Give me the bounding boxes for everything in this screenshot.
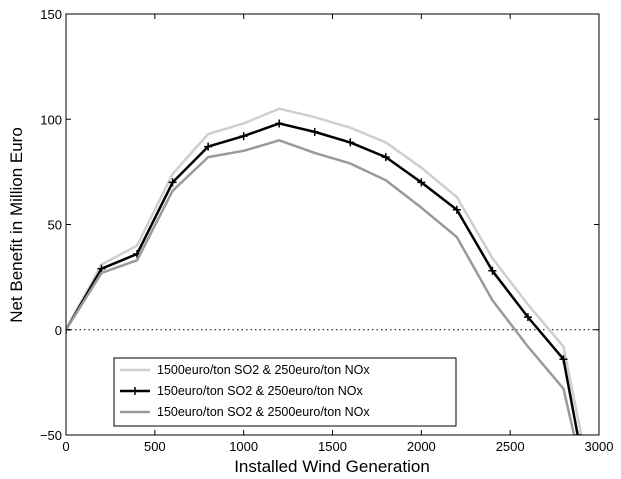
y-tick-label: −50 <box>40 428 62 443</box>
legend-label-series-2: 150euro/ton SO2 & 250euro/ton NOx <box>157 384 363 398</box>
series-2-point <box>381 153 390 162</box>
x-tick-label: 0 <box>62 439 69 454</box>
x-tick-label: 2500 <box>496 439 525 454</box>
legend-label-series-1: 1500euro/ton SO2 & 250euro/ton NOx <box>157 363 370 377</box>
series-2-point <box>346 138 355 147</box>
x-tick-label: 1500 <box>318 439 347 454</box>
legend-marker-series-2 <box>131 387 139 395</box>
series-2-point <box>97 264 106 273</box>
series-2-point <box>523 313 532 322</box>
series-layer <box>66 107 583 435</box>
legend-box <box>113 357 457 427</box>
series-2-point <box>417 178 426 187</box>
series-2-point <box>168 178 177 187</box>
legend-label-series-3: 150euro/ton SO2 & 2500euro/ton NOx <box>157 405 370 419</box>
x-tick-label: 1000 <box>229 439 258 454</box>
y-tick-label: 50 <box>48 218 62 233</box>
x-tick-label: 2000 <box>407 439 436 454</box>
legend: 1500euro/ton SO2 & 250euro/ton NOx 150eu… <box>113 357 457 427</box>
series-line-1 <box>66 107 583 435</box>
series-2-point <box>559 355 568 364</box>
series-2-point <box>310 127 319 136</box>
series-line-3 <box>66 139 576 435</box>
series-2-point <box>204 142 213 151</box>
series-2-point <box>239 132 248 141</box>
y-tick-label: 100 <box>40 112 62 127</box>
x-tick-label: 3000 <box>585 439 614 454</box>
x-tick-label: 500 <box>144 439 166 454</box>
series-2-point <box>488 266 497 275</box>
x-axis-title: Installed Wind Generation <box>234 457 430 476</box>
y-tick-label: 150 <box>40 7 62 22</box>
y-axis-title: Net Benefit in Million Euro <box>7 127 26 323</box>
series-2-point <box>452 205 461 214</box>
series-2-point <box>573 431 582 435</box>
y-tick-label: 0 <box>55 323 62 338</box>
series-line-2 <box>66 122 579 435</box>
series-2-point <box>275 119 284 128</box>
